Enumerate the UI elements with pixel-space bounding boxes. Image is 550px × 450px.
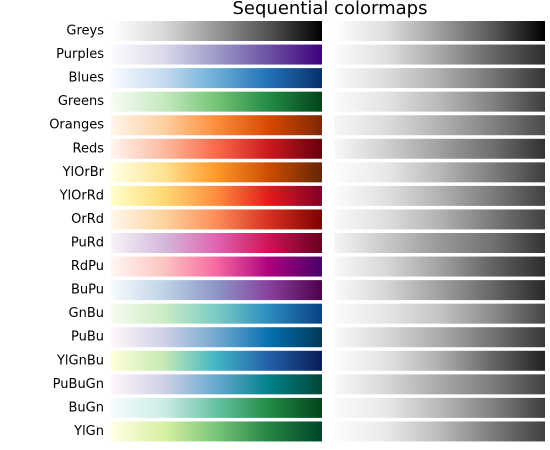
colormap-name: YlOrRd — [59, 188, 104, 203]
color-gradient — [111, 68, 322, 89]
colormap-name: Greens — [58, 94, 104, 109]
colormap-name: Oranges — [49, 118, 104, 133]
grayscale-gradient — [334, 374, 545, 395]
colormap-name: BuGn — [69, 400, 104, 415]
colormap-name: PuBu — [71, 330, 104, 345]
color-gradient — [111, 185, 322, 206]
color-gradient — [111, 115, 322, 136]
colormap-name: YlGn — [73, 424, 104, 439]
colormap-name: PuRd — [71, 236, 104, 251]
grayscale-gradient — [334, 327, 545, 348]
color-gradient — [111, 91, 322, 112]
color-gradient — [111, 303, 322, 324]
grayscale-gradient — [334, 350, 545, 371]
grayscale-gradient — [334, 138, 545, 159]
grayscale-gradient — [334, 209, 545, 230]
grayscale-gradient — [334, 68, 545, 89]
color-gradient — [111, 209, 322, 230]
grayscale-gradient — [334, 303, 545, 324]
color-gradient — [111, 44, 322, 65]
colormap-name: Greys — [66, 24, 104, 39]
colormap-name: PuBuGn — [53, 377, 104, 392]
grayscale-gradient — [334, 91, 545, 112]
color-gradient — [111, 21, 322, 41]
colormap-name: YlGnBu — [56, 353, 104, 368]
color-gradient — [111, 350, 322, 371]
colormap-name: RdPu — [71, 259, 104, 274]
color-gradient — [111, 421, 322, 442]
grayscale-gradient — [334, 421, 545, 442]
color-gradient — [111, 280, 322, 301]
grayscale-gradient — [334, 44, 545, 65]
colormap-name: Blues — [68, 71, 104, 86]
grayscale-gradient — [334, 233, 545, 253]
color-gradient — [111, 256, 322, 277]
color-gradient — [111, 397, 322, 418]
grayscale-gradient — [334, 185, 545, 206]
grayscale-gradient — [334, 280, 545, 301]
colormap-name: BuPu — [71, 283, 104, 298]
colormap-name: Reds — [73, 141, 105, 156]
color-gradient — [111, 327, 322, 348]
colormap-name: OrRd — [71, 212, 104, 227]
color-gradient — [111, 138, 322, 159]
grayscale-gradient — [334, 21, 545, 41]
grayscale-gradient — [334, 397, 545, 418]
colormap-name: Purples — [56, 47, 104, 62]
colormap-name: GnBu — [69, 306, 104, 321]
color-gradient — [111, 162, 322, 183]
figure-title: Sequential colormaps — [232, 0, 427, 19]
grayscale-gradient — [334, 162, 545, 183]
colormap-name: YlOrBr — [62, 165, 105, 180]
grayscale-gradient — [334, 256, 545, 277]
color-gradient — [111, 233, 322, 253]
color-gradient — [111, 374, 322, 395]
grayscale-gradient — [334, 115, 545, 136]
